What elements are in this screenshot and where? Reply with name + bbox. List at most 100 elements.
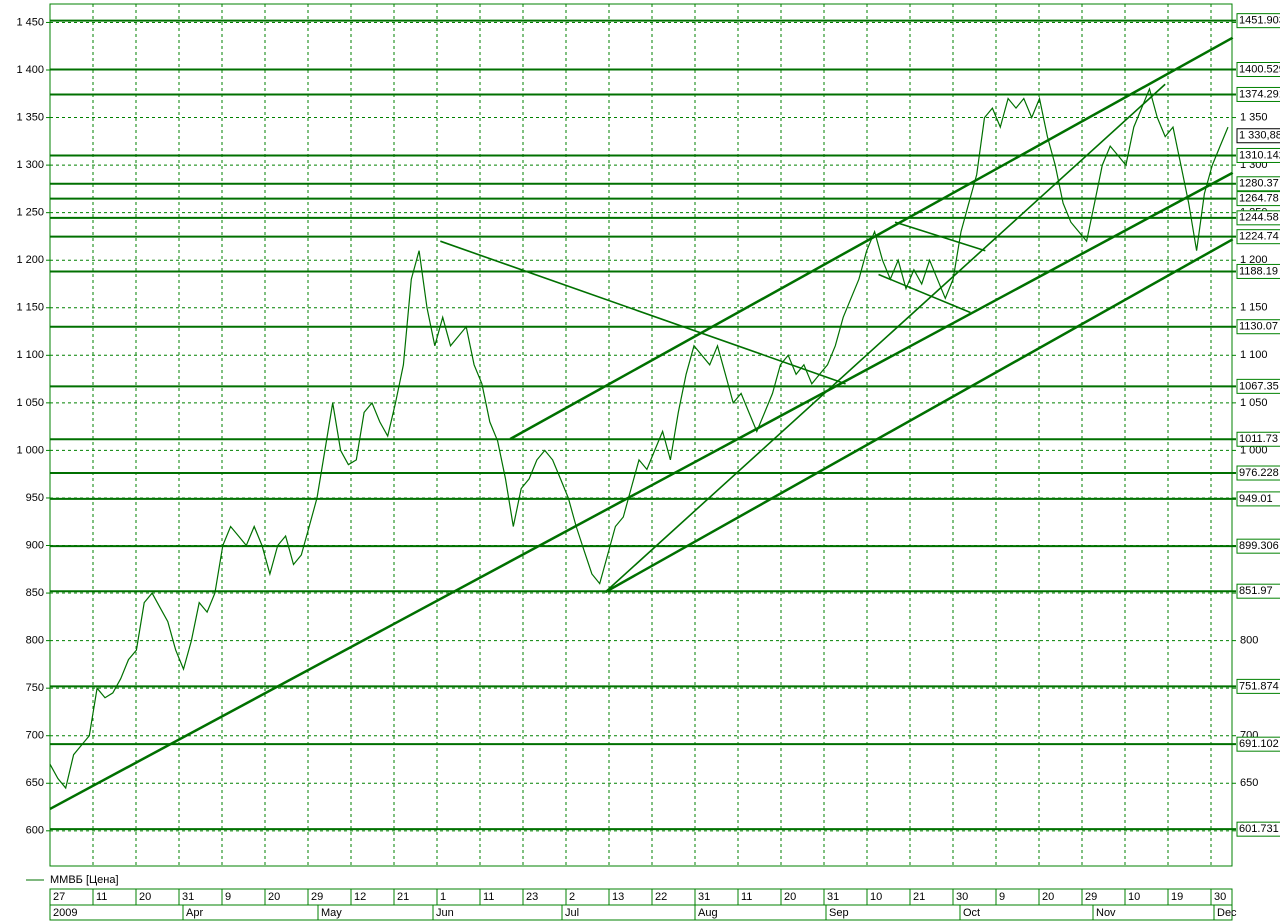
y-tick-label: 900 [26,539,44,551]
level-label: 1067.35 [1239,380,1279,392]
x-tick-label: 21 [913,891,925,903]
x-month-label: Oct [963,907,980,919]
level-label: 1188.19 [1239,265,1278,277]
level-label-box [1236,538,1280,554]
level-label-box [1236,431,1280,447]
x-tick-label: 10 [870,891,882,903]
x-tick-label: 29 [311,891,323,903]
last-value-box [1236,128,1280,144]
level-label: 1130.07 [1239,321,1278,333]
level-label-box [1236,678,1280,694]
x-tick-label: 9 [999,891,1005,903]
level-label-box [1236,736,1280,752]
x-tick-label: 30 [956,891,968,903]
level-label-box [1236,191,1280,207]
legend-label: ММВБ [Цена] [50,874,119,886]
x-tick-label: 2 [569,891,575,903]
x-tick-label: 27 [53,891,65,903]
y-tick-label: 650 [26,777,44,789]
level-label-box [1236,583,1280,599]
level-label-box [1236,147,1280,163]
level-label: 1310.142 [1239,149,1280,161]
level-label: 1280.37 [1239,178,1279,190]
y-tick-label: 700 [26,730,44,742]
level-label: 1244.58 [1239,212,1279,224]
x-tick-label: 31 [698,891,710,903]
y-tick-label: 1 050 [16,397,44,409]
x-tick-label: 20 [1042,891,1054,903]
x-tick-label: 13 [612,891,624,903]
x-tick-label: 11 [741,891,752,903]
y-tick-label-right: 1 350 [1240,111,1268,123]
x-tick-label: 31 [827,891,839,903]
x-tick-label: 10 [1128,891,1140,903]
y-tick-label-right: 1 050 [1240,397,1268,409]
level-label: 601.731 [1239,823,1279,835]
y-tick-label-right: 1 200 [1240,254,1268,266]
level-label-box [1236,821,1280,837]
price-line [49,87,1229,790]
x-month-label: Jul [565,907,579,919]
x-tick-label: 22 [655,891,667,903]
y-tick-label: 1 250 [16,207,44,219]
x-tick-label: 29 [1085,891,1097,903]
x-tick-label: 19 [1171,891,1183,903]
x-tick-label: 1 [440,891,446,903]
trendline [878,273,971,314]
y-tick-label-right: 800 [1240,635,1258,647]
y-tick-label: 800 [26,635,44,647]
y-tick-label: 1 200 [16,254,44,266]
x-month-label: May [321,907,342,919]
x-month-label: Sep [829,907,849,919]
x-tick-label: 20 [139,891,151,903]
last-value-label: 1 330,88 [1239,130,1280,142]
level-label-box [1236,86,1280,102]
x-tick-label: 11 [483,891,494,903]
level-label: 1374.291 [1239,88,1280,100]
level-label: 1400.529 [1239,63,1280,75]
level-label-box [1236,491,1280,507]
y-tick-label-right: 650 [1240,777,1258,789]
level-label: 1451.903 [1239,15,1280,27]
plot-frame [49,3,1233,867]
level-label-box [1236,465,1280,481]
x-tick-label: 20 [268,891,280,903]
y-tick-label: 1 450 [16,16,44,28]
y-tick-label: 850 [26,587,44,599]
trendline [49,171,1234,811]
x-tick-label: 23 [526,891,538,903]
x-month-label: Jun [436,907,454,919]
y-tick-label-right: 1 000 [1240,444,1268,456]
y-tick-label: 750 [26,682,44,694]
x-month-label: Dec [1217,907,1237,919]
y-tick-label: 1 300 [16,159,44,171]
level-label: 899.306 [1239,540,1279,552]
y-tick-label-right: 1 150 [1240,302,1268,314]
x-tick-label: 30 [1214,891,1226,903]
trendline [604,83,1166,593]
x-tick-label: 9 [225,891,231,903]
x-month-label: 2009 [53,907,77,919]
y-tick-label: 1 100 [16,349,44,361]
y-tick-label: 1 000 [16,444,44,456]
level-label-box [1236,378,1280,394]
level-label: 691.102 [1239,738,1279,750]
x-month-label: Apr [186,907,203,919]
trendline [604,238,1234,594]
y-tick-label: 1 150 [16,302,44,314]
level-label-box [1236,263,1280,279]
level-label-box [1236,229,1280,245]
y-tick-label-right: 1 100 [1240,349,1268,361]
trendline [440,240,846,385]
x-month-label: Nov [1096,907,1116,919]
level-label: 751.874 [1239,680,1279,692]
x-tick-label: 20 [784,891,796,903]
x-tick-label: 21 [397,891,409,903]
y-tick-label: 600 [26,825,44,837]
level-label: 1011.73 [1239,433,1278,445]
x-tick-label: 12 [354,891,366,903]
x-month-label: Aug [698,907,718,919]
level-label-box [1236,13,1280,29]
level-label: 851.97 [1239,585,1273,597]
